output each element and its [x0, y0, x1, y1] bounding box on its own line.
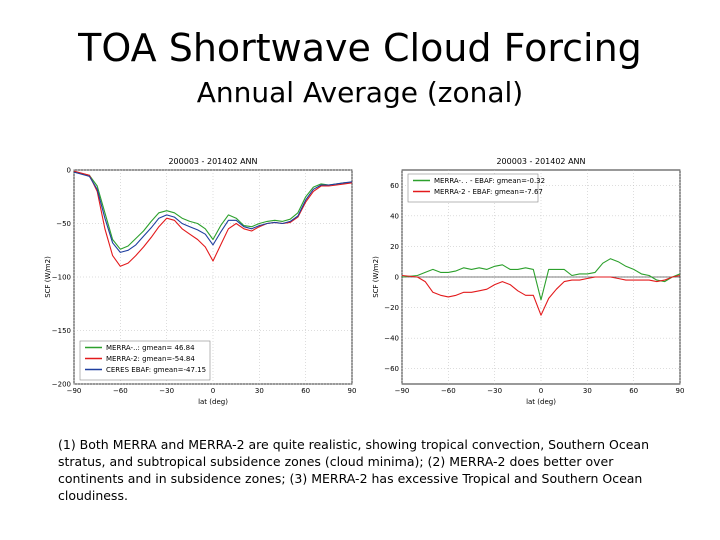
x-tick-label: 60	[301, 387, 310, 395]
x-tick-label: 30	[583, 387, 592, 395]
y-tick-label: −60	[384, 365, 399, 373]
series-line-merra	[401, 258, 681, 301]
legend-entry: MERRA-. . - EBAF: gmean=-0.32	[434, 177, 545, 185]
caption-text: (1) Both MERRA and MERRA-2 are quite rea…	[58, 437, 649, 503]
x-axis-label: lat (deg)	[526, 398, 556, 406]
legend-box	[407, 173, 539, 203]
x-tick-label: −30	[487, 387, 502, 395]
chart-zonal-scf: 200003 - 201402 ANN −90 −60 −30 0 30 60 90 0 −50 −…	[40, 152, 360, 412]
y-tick-label: −50	[56, 220, 71, 228]
chart-svg: 200003 - 201402 ANN −90 −60 −30 0 30 60 90 60 40 2…	[372, 157, 685, 406]
y-axis-label: SCF (W/m2)	[372, 256, 380, 298]
legend: MERRA-..: gmean= 46.84 MERRA-2: gmean=-54…	[79, 340, 211, 381]
legend-entry: MERRA-2: gmean=-54.84	[106, 355, 195, 363]
chart-title: 200003 - 201402 ANN	[496, 157, 585, 166]
x-tick-label: −30	[159, 387, 174, 395]
series-line-merra	[73, 171, 352, 250]
series-line-ceres	[73, 171, 353, 253]
x-tick-label: 0	[539, 387, 543, 395]
x-tick-label: −60	[441, 387, 456, 395]
y-tick-label: 40	[390, 212, 399, 220]
chart-svg: 200003 - 201402 ANN −90 −60 −30 0 30 60 90 0 −50 −…	[44, 157, 357, 406]
y-tick-label: 0	[67, 167, 71, 175]
x-tick-label: 60	[629, 387, 638, 395]
x-tick-label: −90	[67, 387, 82, 395]
y-tick-label: −40	[384, 335, 399, 343]
y-tick-label: 60	[390, 182, 399, 190]
x-tick-label: 90	[676, 387, 685, 395]
legend-entry: MERRA-..: gmean= 46.84	[106, 344, 195, 352]
y-tick-label: −100	[52, 274, 71, 282]
legend: MERRA-. . - EBAF: gmean=-0.32 MERRA-2 - E…	[407, 173, 545, 203]
y-tick-label: 20	[390, 243, 399, 251]
slide-subtitle: Annual Average (zonal)	[196, 76, 524, 109]
y-tick-label: −20	[384, 304, 399, 312]
series-line-merra2	[73, 170, 353, 267]
y-tick-label: −150	[52, 327, 71, 335]
y-tick-label: 0	[395, 274, 399, 282]
x-tick-label: 0	[211, 387, 215, 395]
series-line-merra2	[401, 274, 681, 316]
x-axis-label: lat (deg)	[198, 398, 228, 406]
y-axis-label: SCF (W/m2)	[44, 256, 52, 298]
legend-entry: MERRA-2 - EBAF: gmean=-7.67	[434, 188, 543, 196]
slide-title: TOA Shortwave Cloud Forcing	[78, 26, 642, 70]
y-tick-label: −200	[52, 381, 71, 389]
x-tick-label: 30	[255, 387, 264, 395]
legend-entry: CERES EBAF: gmean=-47.15	[106, 366, 206, 374]
chart-title: 200003 - 201402 ANN	[168, 157, 257, 166]
x-tick-label: −90	[395, 387, 410, 395]
x-tick-label: 90	[348, 387, 357, 395]
x-tick-label: −60	[113, 387, 128, 395]
chart-zonal-scf-difference: 200003 - 201402 ANN −90 −60 −30 0 30 60 90 60 40 2…	[368, 152, 688, 412]
